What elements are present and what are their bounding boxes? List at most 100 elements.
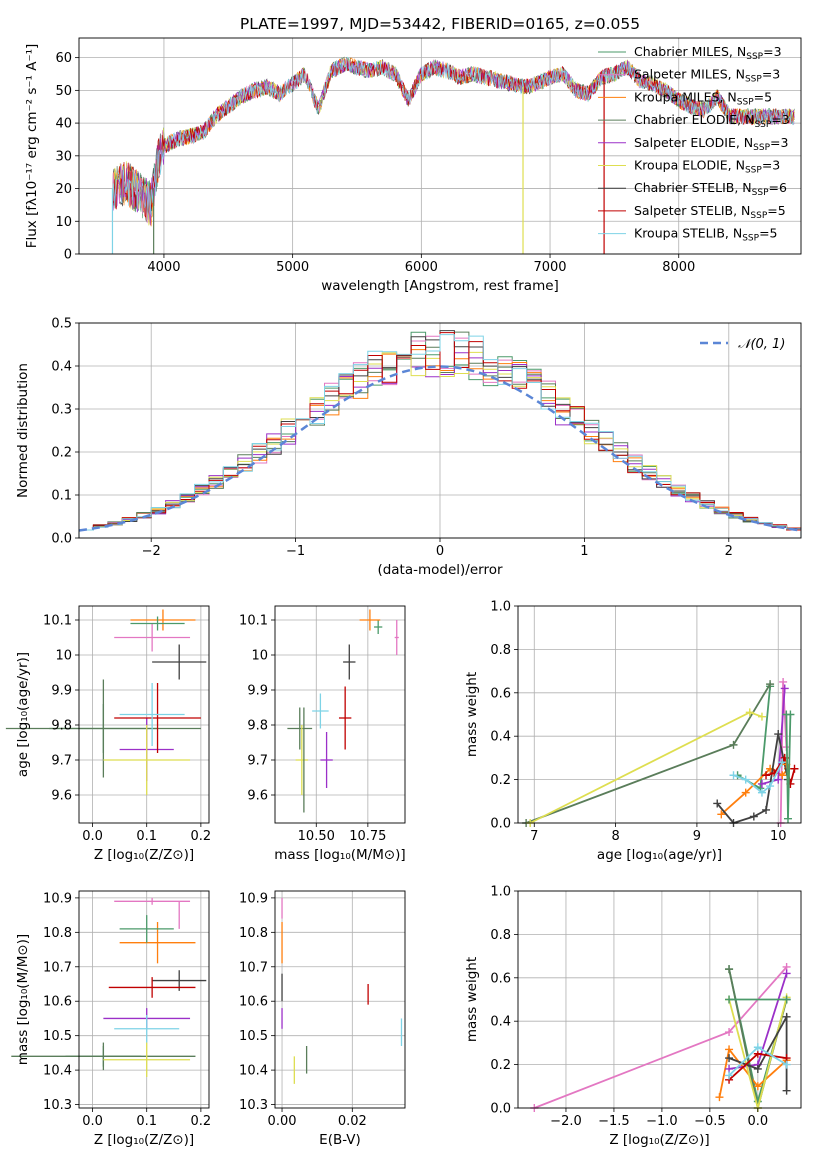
weight-marker <box>757 788 766 797</box>
legend-label: Kroupa STELIB, NSSP=5 <box>634 226 778 244</box>
y-tick-label: 10.3 <box>239 1098 268 1113</box>
errorbar-point <box>114 1015 180 1043</box>
y-tick-label: 10.6 <box>239 995 268 1010</box>
x-tick-label: 10 <box>770 829 787 844</box>
legend-sub: SSP <box>750 211 767 221</box>
x-tick-label: 8 <box>611 829 619 844</box>
errorbar-point <box>359 609 381 631</box>
y-tick-label: 0.3 <box>51 403 72 418</box>
y-axis-label: mass weight <box>464 957 480 1042</box>
x-tick-label: 0.0 <box>82 829 103 844</box>
weight-marker <box>713 799 722 808</box>
panel-residuals: −2 −1 0 1 2 0.0 0.1 0.2 0.3 0.4 0.5 (data-model)/er… <box>15 317 802 578</box>
weight-marker <box>725 995 734 1004</box>
y-axis-label: mass [log₁₀(M/M⊙)] <box>15 934 31 1065</box>
legend-label: Chabrier ELODIE, NSSP=3 <box>634 112 790 130</box>
axes-frame <box>517 890 802 1109</box>
legend-label: Chabrier STELIB, NSSP=6 <box>634 180 787 198</box>
weight-marker <box>717 810 726 819</box>
x-tick-label: 9 <box>693 829 701 844</box>
errorbar-point <box>119 915 174 943</box>
errorbar-point <box>312 693 329 729</box>
weight-marker <box>774 730 783 739</box>
plot-area <box>522 677 799 827</box>
weight-line <box>525 683 771 824</box>
y-tick-label: 10.5 <box>239 1029 268 1044</box>
x-tick-label: 10.50 <box>298 829 335 844</box>
y-tick-label: 0.2 <box>490 1058 511 1073</box>
spectrum-line-8 <box>112 56 795 220</box>
y-axis-label: Normed distribution <box>15 363 31 498</box>
histogram-8 <box>78 334 802 538</box>
legend-sub: SSP <box>753 143 770 153</box>
x-axis-label: E(B-V) <box>319 1132 361 1148</box>
weight-marker <box>782 995 791 1004</box>
legend-sub: SSP <box>745 166 762 176</box>
weight-marker <box>757 779 766 788</box>
x-tick-label: 0.2 <box>191 829 212 844</box>
y-tick-label: 10.1 <box>43 614 72 629</box>
x-tick-label: −0.5 <box>694 1114 726 1129</box>
errorbar-point <box>320 732 333 788</box>
y-tick-label: 10.5 <box>43 1029 72 1044</box>
x-tick-label: −1 <box>286 544 305 559</box>
weight-marker <box>745 708 754 717</box>
errorbar-point <box>114 683 201 753</box>
weight-line <box>728 1013 788 1091</box>
y-tick-label: 10.9 <box>43 891 72 906</box>
gridlines <box>79 891 209 1108</box>
y-tick-label: 50 <box>55 84 72 99</box>
errorbar-point <box>338 686 352 750</box>
weight-line <box>533 966 788 1109</box>
panel-age-vs-z: 0.0 0.1 0.2 9.6 9.7 9.8 9.9 10 10.1 Z [log₁₀(Z/Z⊙… <box>5 605 212 863</box>
y-tick-label: 9.6 <box>51 789 72 804</box>
y-tick-label: 0.1 <box>51 489 72 504</box>
figure-title: PLATE=1997, MJD=53442, FIBERID=0165, z=0… <box>240 15 640 33</box>
legend-sub: SSP <box>737 97 754 107</box>
x-tick-label: −1.0 <box>646 1114 678 1129</box>
errorbar-point <box>394 620 399 655</box>
y-tick-label: 40 <box>55 117 72 132</box>
weight-marker <box>766 782 775 791</box>
y-tick-label: 10.7 <box>43 960 72 975</box>
x-tick-label: 1 <box>580 544 588 559</box>
legend-count: =3 <box>762 67 780 82</box>
weight-marker <box>782 1086 791 1095</box>
x-axis-label: Z [log₁₀(Z/Z⊙)] <box>94 1132 194 1148</box>
weight-marker <box>778 771 787 780</box>
errorbar-point <box>130 616 185 631</box>
panel-mass-vs-ebv: 0.00 0.02 10.3 10.4 10.5 10.6 10.7 10.8 10.9 E(B-… <box>239 890 406 1148</box>
y-tick-label: 10.7 <box>239 960 268 975</box>
y-tick-label: 10.4 <box>43 1064 72 1079</box>
panel-mass-weight-vs-z: −2.0 −1.5 −1.0 −0.5 0.0 0.0 0.2 0.4 0.6 0.8 1.0 Z [… <box>464 885 802 1148</box>
x-tick-label: 0.0 <box>747 1114 768 1129</box>
y-tick-label: 9.7 <box>247 754 268 769</box>
errorbar-point <box>103 725 191 795</box>
weight-marker <box>725 1045 734 1054</box>
errorbar-point <box>103 1042 191 1077</box>
weight-marker <box>753 1043 762 1052</box>
y-tick-label: 20 <box>55 182 72 197</box>
x-tick-label: 4000 <box>147 260 180 275</box>
y-tick-label: 1.0 <box>490 885 511 900</box>
plot-area <box>11 897 207 1077</box>
y-tick-label: 10.3 <box>43 1098 72 1113</box>
panel-mass-weight-vs-age: 7 8 9 10 0.0 0.2 0.4 0.6 0.8 1.0 age [log₁₀(age/yr… <box>464 600 802 863</box>
weight-marker <box>725 965 734 974</box>
y-tick-label: 9.6 <box>247 789 268 804</box>
legend-count: =3 <box>762 158 780 173</box>
legend-sub: SSP <box>742 234 759 244</box>
plot-area <box>281 897 403 1084</box>
legend-sub: SSP <box>746 52 763 62</box>
weight-marker <box>782 1060 791 1069</box>
weight-marker <box>725 1071 734 1080</box>
panel-mass-vs-z: 0.0 0.1 0.2 10.3 10.4 10.5 10.6 10.7 10.8 10.9 Z [… <box>11 890 211 1148</box>
y-tick-label: 0.4 <box>490 730 511 745</box>
weight-marker <box>778 758 787 767</box>
legend-count: =3 <box>770 135 788 150</box>
y-tick-label: 60 <box>55 51 72 66</box>
y-tick-label: 10 <box>55 215 72 230</box>
y-tick-label: 10.8 <box>239 926 268 941</box>
x-tick-label: 5000 <box>276 260 309 275</box>
